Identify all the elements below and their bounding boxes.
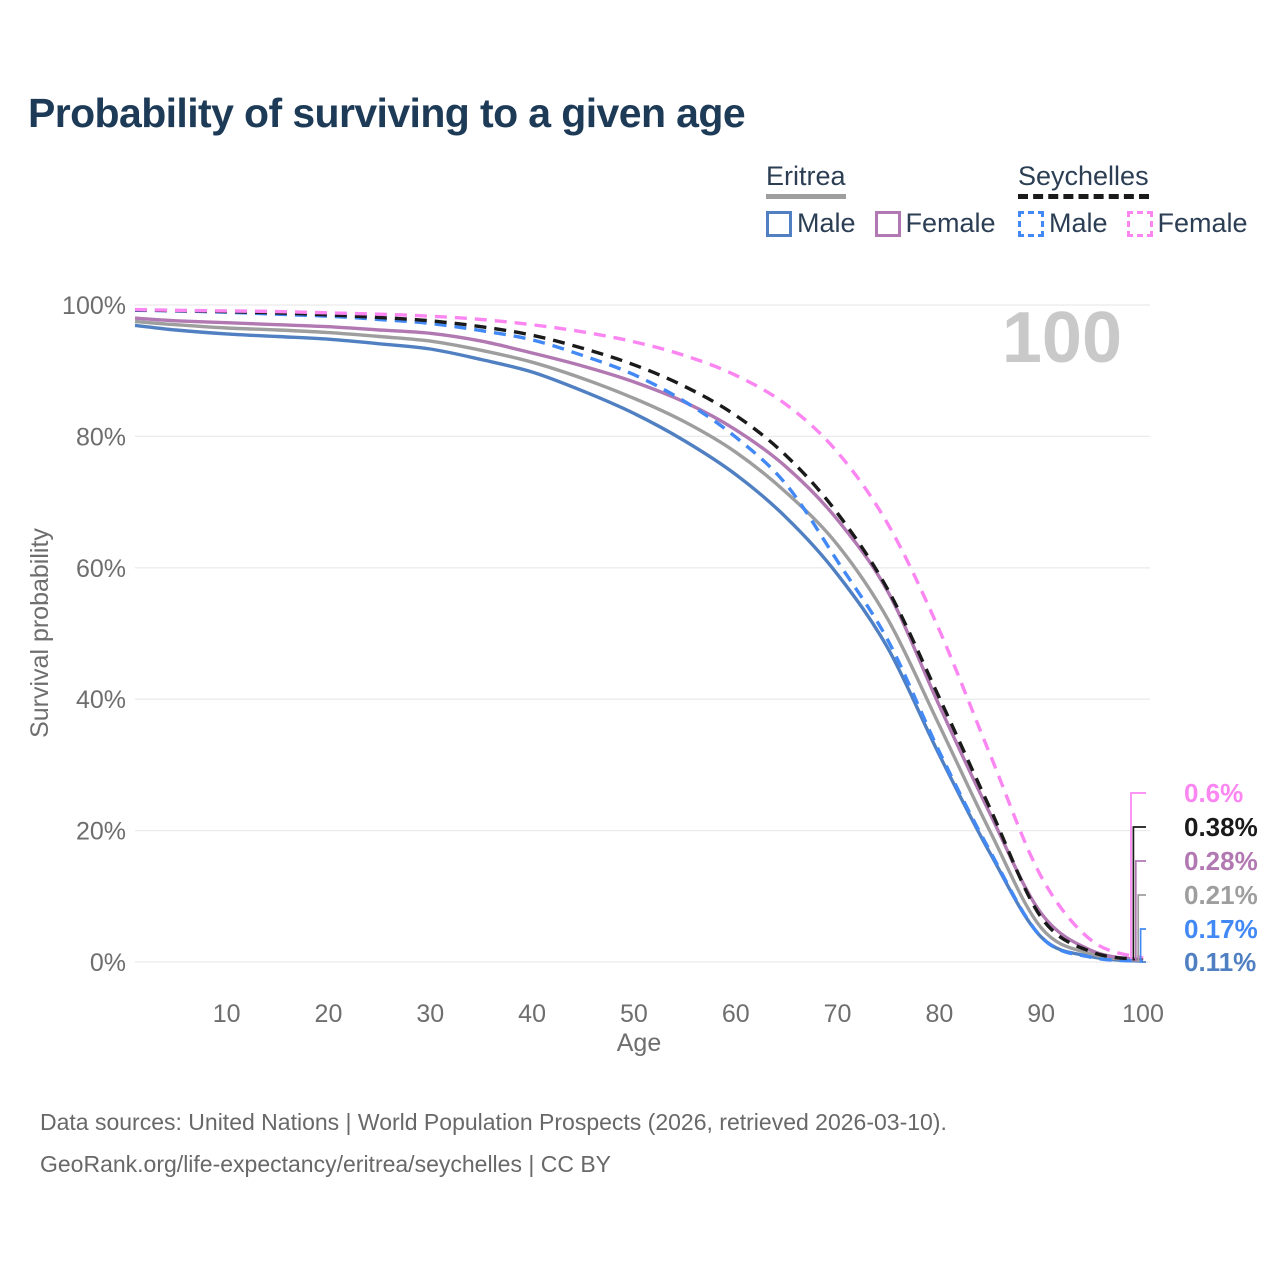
x-tick-label: 80 [925, 1000, 953, 1028]
y-tick-label: 80% [76, 423, 126, 451]
y-tick-label: 0% [90, 949, 126, 977]
curve-seychelles-male [134, 308, 1144, 963]
legend-items-eritrea: Male Female [766, 208, 996, 239]
leader-line [1139, 928, 1146, 962]
x-tick-label: 10 [213, 1000, 241, 1028]
end-value-label: 0.38% [1184, 812, 1258, 842]
legend-country-eritrea[interactable]: Eritrea [766, 161, 846, 200]
end-value-label: 0.11% [1184, 947, 1256, 977]
legend-item-seychelles-female[interactable]: Female [1126, 208, 1248, 239]
x-tick-label: 40 [518, 1000, 546, 1028]
footer-data-sources: Data sources: United Nations | World Pop… [40, 1109, 947, 1135]
x-tick-label: 100 [1122, 1000, 1164, 1028]
seychelles-flag-icon [1146, 913, 1178, 945]
x-tick-label: 60 [722, 1000, 750, 1028]
legend-group-eritrea: Eritrea Male Female [766, 161, 996, 239]
curve-eritrea-female [134, 316, 1144, 962]
footer-attribution: GeoRank.org/life-expectancy/eritrea/seyc… [40, 1151, 612, 1177]
curve-seychelles-both [134, 308, 1144, 962]
eritrea-flag-icon [1146, 879, 1178, 911]
y-axis-title: Survival probability [26, 528, 54, 738]
legend-label-eritrea-female: Female [905, 208, 996, 239]
leader-line [1142, 961, 1146, 963]
seychelles-flag-icon [1146, 777, 1178, 809]
leader-line [1130, 792, 1146, 959]
end-value-label: 0.21% [1184, 880, 1258, 910]
curve-eritrea-male [134, 323, 1144, 963]
checkbox-icon-seychelles-male[interactable] [1018, 210, 1044, 237]
y-tick-label: 100% [62, 292, 126, 320]
x-tick-label: 50 [620, 1000, 648, 1028]
end-value-label: 0.6% [1184, 778, 1243, 808]
seychelles-flag-icon [1146, 811, 1178, 843]
legend-items-seychelles: Male Female [1018, 208, 1248, 239]
end-value-label: 0.17% [1184, 914, 1258, 944]
age-watermark: 100 [1002, 298, 1122, 378]
y-tick-label: 20% [76, 818, 126, 846]
legend-item-eritrea-female[interactable]: Female [874, 208, 996, 239]
page-title: Probability of surviving to a given age [28, 90, 746, 136]
x-tick-label: 20 [315, 1000, 343, 1028]
y-tick-label: 60% [76, 555, 126, 583]
legend-item-seychelles-male[interactable]: Male [1018, 208, 1108, 239]
curve-eritrea-both [134, 319, 1144, 963]
eritrea-flag-icon [1146, 946, 1178, 978]
curve-seychelles-female [134, 307, 1144, 960]
legend-group-seychelles: Seychelles Male Female [1018, 161, 1248, 239]
eritrea-flag-icon [1146, 845, 1178, 877]
x-tick-label: 30 [416, 1000, 444, 1028]
legend-label-eritrea-male: Male [797, 208, 856, 239]
leader-line [1137, 894, 1146, 962]
legend-label-seychelles-male: Male [1049, 208, 1108, 239]
legend-country-seychelles[interactable]: Seychelles [1018, 161, 1149, 200]
end-value-label: 0.28% [1184, 846, 1258, 876]
x-axis-title: Age [617, 1029, 661, 1057]
checkbox-icon-eritrea-female[interactable] [874, 210, 901, 237]
x-tick-label: 70 [824, 1000, 852, 1028]
checkbox-icon-seychelles-female[interactable] [1126, 210, 1153, 237]
legend-item-eritrea-male[interactable]: Male [766, 208, 856, 239]
legend-label-seychelles-female: Female [1157, 208, 1248, 239]
checkbox-icon-eritrea-male[interactable] [766, 210, 792, 237]
y-tick-label: 40% [76, 686, 126, 714]
footer: Data sources: United Nations | World Pop… [40, 1101, 947, 1185]
x-tick-label: 90 [1027, 1000, 1055, 1028]
